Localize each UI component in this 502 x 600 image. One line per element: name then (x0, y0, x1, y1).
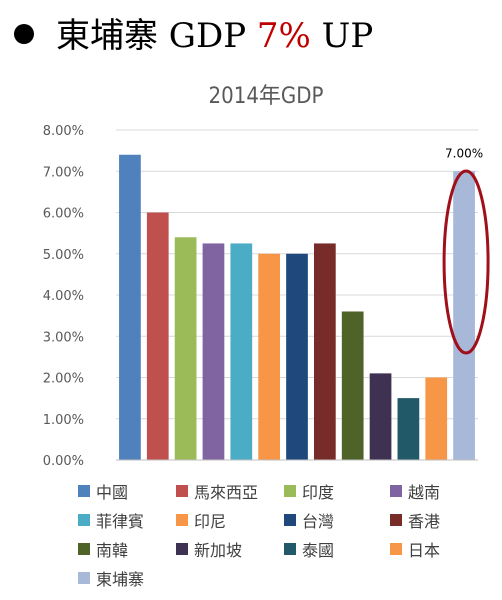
legend-item: 新加坡 (176, 536, 242, 562)
headline-prefix: 東埔寨 GDP (56, 16, 257, 56)
chart-title: 2014年GDP (209, 84, 324, 109)
y-tick-label: 4.00% (43, 289, 84, 304)
legend-swatch (284, 514, 296, 526)
legend-label: 中國 (96, 483, 129, 502)
data-label: 7.00% (445, 146, 483, 160)
legend-item: 印度 (284, 478, 334, 504)
legend-item: 南韓 (78, 536, 128, 562)
legend-label: 菲律賓 (96, 512, 145, 531)
legend-swatch (390, 485, 402, 497)
bar-10 (369, 373, 392, 460)
legend-label: 香港 (408, 512, 441, 531)
legend-item: 馬來西亞 (176, 478, 258, 504)
y-tick-label: 1.00% (43, 413, 84, 428)
y-tick-label: 2.00% (43, 372, 84, 387)
bar-7 (286, 253, 308, 460)
legend-item: 日本 (390, 536, 440, 562)
headline-suffix: UP (310, 16, 374, 56)
bar-13 (453, 171, 475, 460)
bar-8 (313, 243, 336, 460)
bar-3 (174, 237, 197, 460)
legend-label: 台灣 (302, 512, 335, 531)
legend-swatch (78, 572, 90, 584)
headline-text: 東埔寨 GDP 7% UP (56, 8, 373, 57)
legend-label: 印度 (302, 483, 335, 502)
y-tick-label: 0.00% (43, 454, 84, 469)
bar-2 (146, 212, 169, 460)
headline: 東埔寨 GDP 7% UP (0, 0, 502, 66)
bar-9 (341, 311, 364, 460)
legend-item: 香港 (390, 507, 440, 533)
legend-item: 中國 (78, 478, 128, 504)
chart-legend: 中國 馬來西亞 印度 越南菲律賓 印尼 台灣 香港南韓 新加坡 泰國 日本東埔寨 (78, 478, 488, 596)
y-tick-label: 7.00% (43, 165, 84, 180)
legend-label: 東埔寨 (96, 570, 145, 589)
headline-accent: 7% (256, 16, 311, 56)
legend-item: 泰國 (284, 536, 334, 562)
bar-5 (230, 243, 253, 460)
legend-swatch (176, 485, 188, 497)
legend-swatch (284, 485, 296, 497)
legend-swatch (78, 514, 90, 526)
legend-item: 菲律賓 (78, 507, 144, 533)
legend-item: 印尼 (176, 507, 226, 533)
legend-label: 越南 (408, 483, 441, 502)
legend-item: 台灣 (284, 507, 334, 533)
legend-swatch (176, 514, 188, 526)
legend-swatch (390, 543, 402, 555)
legend-label: 印尼 (194, 512, 227, 531)
bar-6 (258, 253, 281, 460)
legend-label: 泰國 (302, 541, 335, 560)
legend-swatch (176, 543, 188, 555)
legend-swatch (78, 543, 90, 555)
legend-swatch (390, 514, 402, 526)
legend-label: 新加坡 (194, 541, 243, 560)
y-tick-label: 6.00% (43, 207, 84, 222)
legend-label: 日本 (408, 541, 441, 560)
legend-swatch (78, 485, 90, 497)
bar-1 (119, 154, 141, 460)
legend-swatch (284, 543, 296, 555)
y-tick-label: 8.00% (43, 124, 84, 139)
legend-item: 東埔寨 (78, 565, 144, 591)
legend-item: 越南 (390, 478, 440, 504)
y-tick-label: 5.00% (43, 248, 84, 263)
bar-11 (397, 398, 420, 460)
bar-4 (202, 243, 225, 460)
bullet-icon (14, 24, 34, 44)
legend-label: 馬來西亞 (194, 483, 259, 502)
legend-label: 南韓 (96, 541, 129, 560)
highlight-ellipse (442, 169, 490, 355)
bar-12 (425, 377, 448, 460)
y-tick-label: 3.00% (43, 330, 84, 345)
